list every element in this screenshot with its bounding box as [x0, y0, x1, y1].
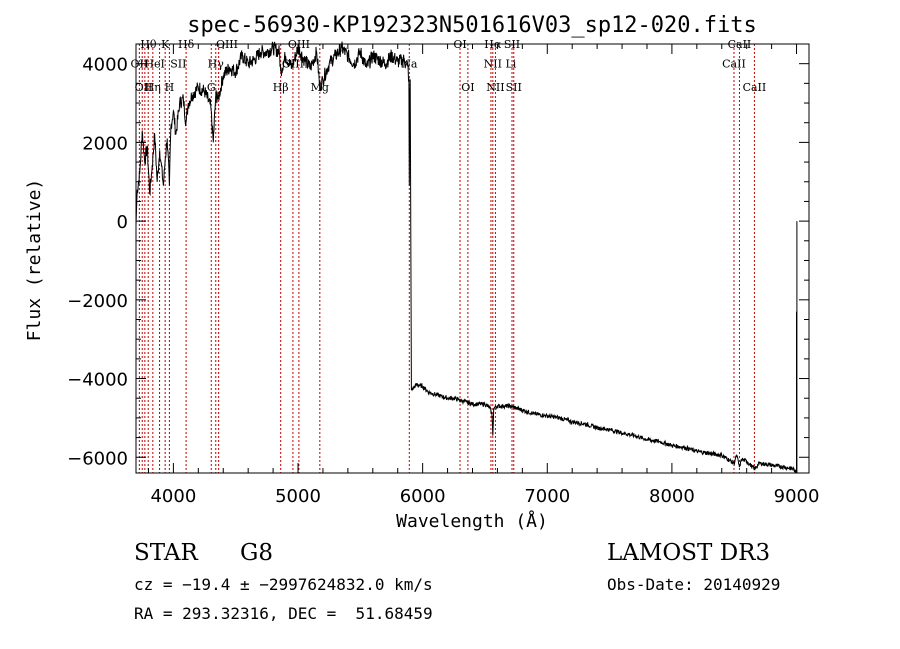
line-label: SII [506, 81, 522, 94]
spectrum-line [135, 41, 798, 474]
y-tick-label: −2000 [67, 291, 128, 312]
line-label: CaII [743, 81, 767, 94]
redshift-text: cz = −19.4 ± −2997624832.0 km/s [134, 575, 433, 594]
obs-date: Obs-Date: 20140929 [607, 575, 781, 594]
line-label: NII [484, 58, 502, 71]
line-label: Hη [145, 81, 161, 94]
x-tick-label: 5000 [275, 486, 321, 507]
plot-frame [135, 43, 810, 474]
survey-name: LAMOST DR3 [607, 540, 771, 566]
y-tick-label: 4000 [82, 55, 128, 76]
y-tick-label: −4000 [67, 370, 128, 391]
line-label: SII [170, 58, 186, 71]
x-tick-label: 8000 [649, 486, 695, 507]
x-tick-label: 7000 [524, 486, 570, 507]
line-label: OI [461, 81, 474, 94]
line-label: HeI [144, 58, 164, 71]
line-label: NII [486, 81, 504, 94]
chart-title: spec-56930-KP192323N501616V03_sp12-020.f… [187, 13, 757, 38]
line-label: Mg [311, 81, 329, 94]
line-label: H [165, 81, 175, 94]
x-tick-label: 6000 [400, 486, 446, 507]
line-label: OII [135, 81, 153, 94]
x-axis-label: Wavelength (Å) [396, 510, 548, 532]
line-label: CaII [722, 58, 746, 71]
line-label: Li [505, 58, 516, 71]
y-tick-label: 2000 [82, 133, 128, 154]
y-axis-label: Flux (relative) [24, 179, 45, 342]
y-tick-label: 0 [117, 212, 128, 233]
ra-dec: RA = 293.32316, DEC = 51.68459 [134, 604, 433, 623]
line-label: G [207, 81, 216, 94]
x-tick-label: 9000 [774, 486, 820, 507]
line-markers [138, 44, 755, 473]
line-label: Hβ [273, 81, 289, 94]
object-class: STAR [134, 540, 198, 566]
line-label: Hγ [208, 58, 225, 71]
axis-ticks: 4000 5000 6000 7000 8000 9000 −6000 −4000 −2000 0… [67, 44, 819, 507]
y-tick-label: −6000 [67, 448, 128, 469]
object-subclass: G8 [240, 540, 274, 566]
x-tick-label: 4000 [150, 486, 196, 507]
